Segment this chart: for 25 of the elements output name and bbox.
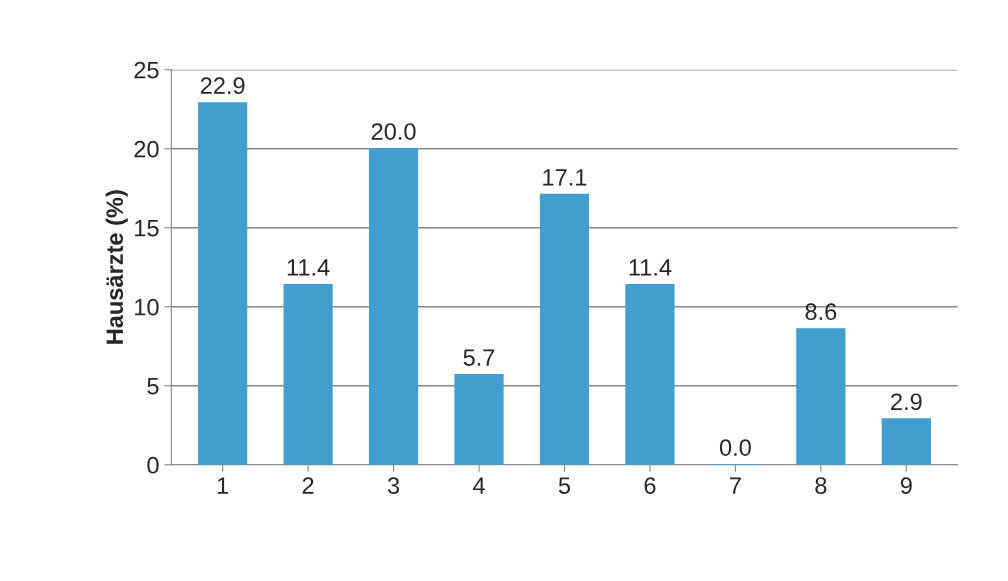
y-tick-label: 5 [147,378,159,395]
x-tick-label: 9 [900,477,912,494]
data-label: 22.9 [200,77,245,95]
data-label: 2.9 [891,393,922,411]
y-axis-title: Hausärzte (%) [105,190,128,344]
y-tick-label: 15 [135,220,159,237]
x-tick-label: 2 [302,477,314,494]
data-label: 0.0 [719,439,751,456]
data-label: 17.1 [543,169,587,186]
data-label: 11.4 [287,259,330,276]
data-label: 11.4 [629,259,672,276]
x-tick-label: 7 [730,477,741,494]
y-tick-label: 0 [147,456,159,474]
x-tick-label: 8 [815,477,827,494]
data-label: 8.6 [805,303,837,321]
x-tick-label: 4 [473,477,485,494]
y-tick-label: 10 [135,298,159,316]
x-tick-label: 1 [217,477,229,494]
data-label: 5.7 [463,349,495,366]
data-label: 20.0 [371,123,416,140]
x-tick-label: 5 [558,477,571,494]
x-tick-label: 6 [644,477,656,494]
y-tick-label: 25 [134,61,159,79]
x-tick-label: 3 [387,477,400,494]
y-tick-label: 20 [134,140,159,158]
